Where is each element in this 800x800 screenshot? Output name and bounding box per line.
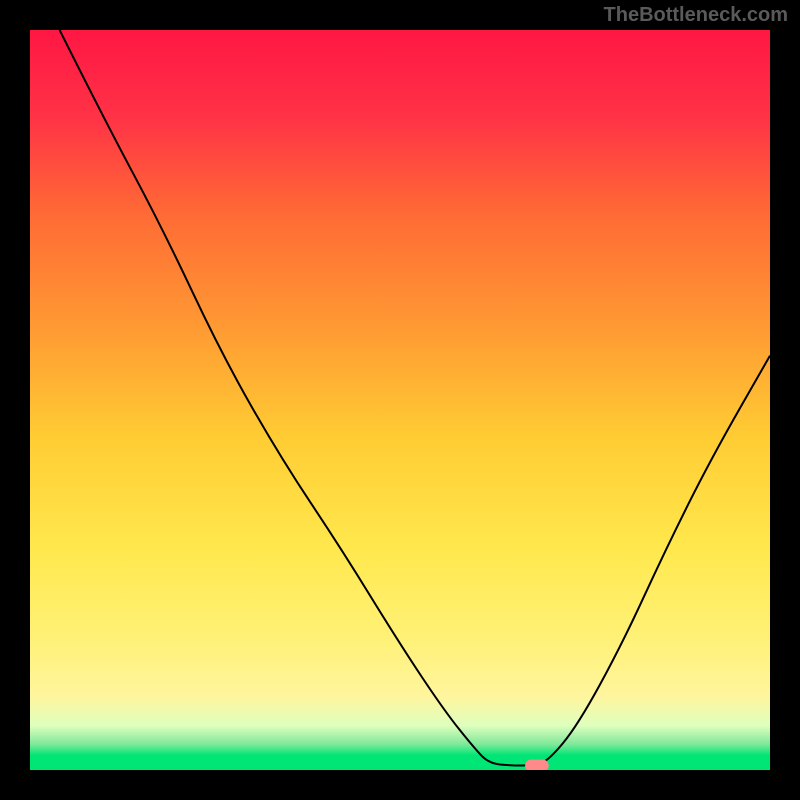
bottleneck-chart xyxy=(30,30,770,770)
gradient-background xyxy=(30,30,770,770)
optimal-marker xyxy=(525,760,549,770)
watermark-label: TheBottleneck.com xyxy=(604,4,788,27)
chart-svg xyxy=(30,30,770,770)
